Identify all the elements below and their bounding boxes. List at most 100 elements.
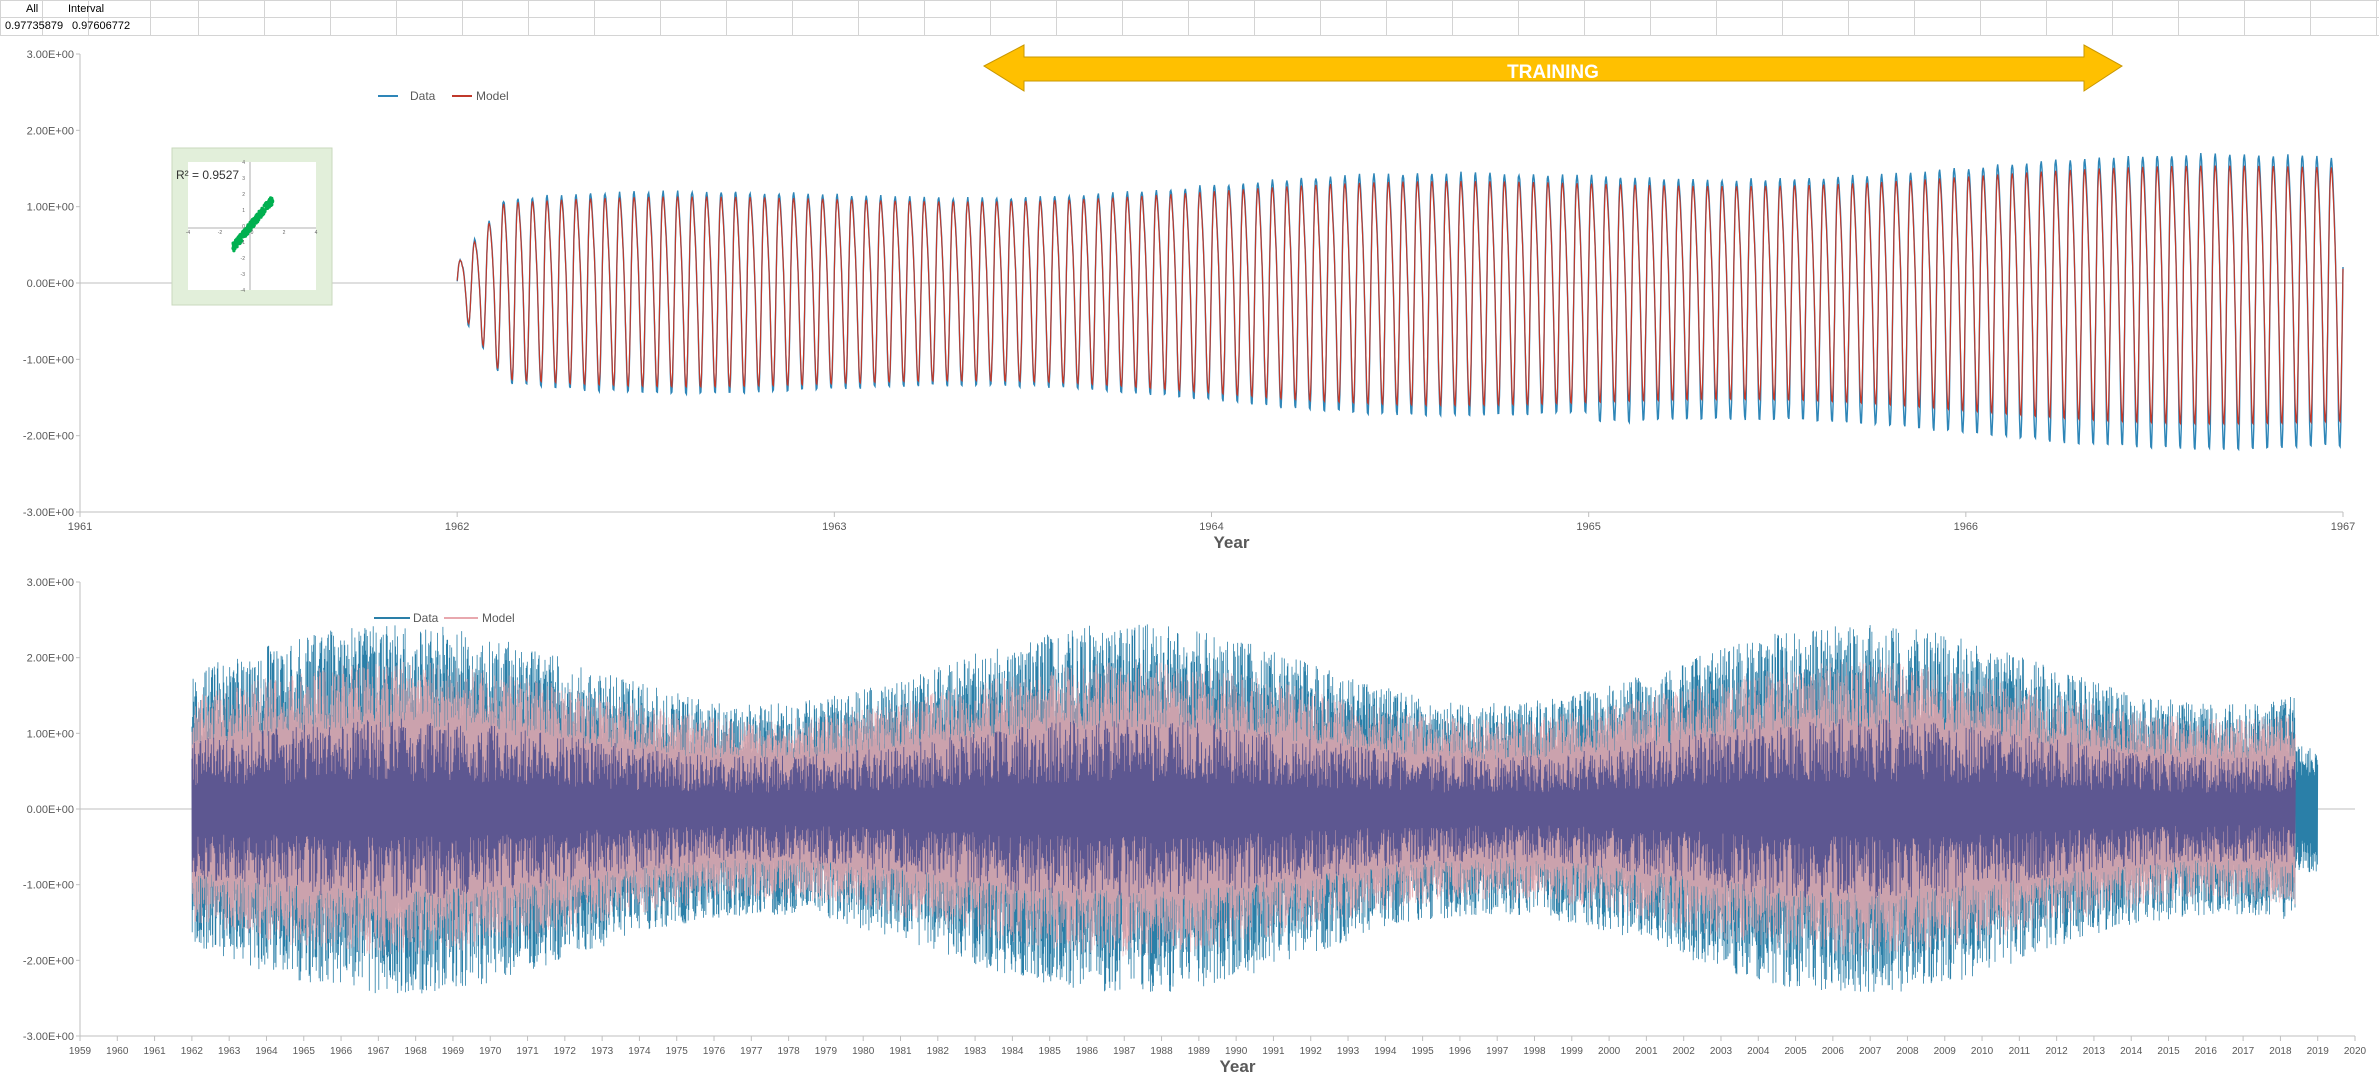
inset-y-tick-label: 2 bbox=[242, 192, 245, 198]
sheet-header-all[interactable]: All bbox=[26, 3, 39, 15]
x-tick-label: 1961 bbox=[143, 1046, 166, 1057]
x-axis-title: Year bbox=[1214, 533, 1250, 552]
y-tick-label: -2.00E+00 bbox=[23, 431, 74, 443]
inset-point bbox=[237, 234, 241, 238]
y-tick-label: -3.00E+00 bbox=[23, 1031, 74, 1043]
x-tick-label: 1997 bbox=[1486, 1046, 1509, 1057]
y-tick-label: -2.00E+00 bbox=[23, 955, 74, 967]
inset-x-tick-label: -2 bbox=[218, 230, 223, 236]
x-tick-label: 2005 bbox=[1784, 1046, 1807, 1057]
inset-x-tick-label: 2 bbox=[283, 230, 286, 236]
inset-point bbox=[239, 239, 243, 243]
inset-ticks: -4 -2 0 2 4 4 3 2 1 0 -1 -2 -3 -4 bbox=[186, 160, 318, 294]
spreadsheet-gridlines bbox=[0, 0, 2379, 36]
x-tick-label: 1978 bbox=[777, 1046, 800, 1057]
x-tick-label: 1996 bbox=[1449, 1046, 1472, 1057]
legend-model-label: Model bbox=[476, 89, 509, 103]
x-tick-label: 1999 bbox=[1561, 1046, 1584, 1057]
bottom-chart-axes: 3.00E+00 2.00E+00 1.00E+00 0.00E+00 -1.00E+0… bbox=[23, 577, 2367, 1076]
inset-point bbox=[249, 225, 253, 229]
x-tick-label: 2015 bbox=[2157, 1046, 2180, 1057]
top-chart-legend: Data Model bbox=[378, 89, 509, 103]
x-tick-label: 1977 bbox=[740, 1046, 763, 1057]
x-tick-label: 2014 bbox=[2120, 1046, 2143, 1057]
x-tick-label: 2013 bbox=[2083, 1046, 2106, 1057]
x-tick-label: 2016 bbox=[2195, 1046, 2218, 1057]
y-tick-label: 3.00E+00 bbox=[27, 577, 74, 589]
x-tick-label: 1967 bbox=[367, 1046, 390, 1057]
x-tick-label: 2020 bbox=[2344, 1046, 2367, 1057]
training-arrow: TRAINING bbox=[982, 44, 2123, 92]
spreadsheet-strip: All Interval 0.97735879 0.97606772 bbox=[0, 0, 2379, 36]
x-tick-label: 1974 bbox=[628, 1046, 651, 1057]
x-tick-label: 2011 bbox=[2009, 1046, 2031, 1057]
sheet-value-all[interactable]: 0.97735879 bbox=[5, 20, 64, 32]
x-tick-label: 1979 bbox=[815, 1046, 838, 1057]
x-tick-label: 1992 bbox=[1300, 1046, 1323, 1057]
x-tick-label: 2017 bbox=[2232, 1046, 2255, 1057]
x-tick-label: 1959 bbox=[69, 1046, 92, 1057]
top-chart-series bbox=[456, 153, 2344, 452]
x-tick-label: 2018 bbox=[2269, 1046, 2292, 1057]
x-tick-label: 1983 bbox=[964, 1046, 987, 1057]
inset-y-tick-label: -1 bbox=[241, 240, 246, 246]
bottom-chart-svg: 3.00E+00 2.00E+00 1.00E+00 0.00E+00 -1.00E+0… bbox=[23, 577, 2367, 1076]
y-tick-label: 0.00E+00 bbox=[27, 804, 74, 816]
x-tick-label: 1960 bbox=[106, 1046, 129, 1057]
series-model-line bbox=[191, 661, 2296, 957]
x-tick-label: 2010 bbox=[1971, 1046, 1994, 1057]
x-tick-label: 1994 bbox=[1374, 1046, 1397, 1057]
x-tick-label: 1991 bbox=[1262, 1046, 1285, 1057]
y-tick-label: -3.00E+00 bbox=[23, 507, 74, 519]
inset-point bbox=[269, 196, 273, 200]
inset-point bbox=[269, 199, 273, 203]
inset-point bbox=[246, 225, 250, 229]
x-tick-label: 2002 bbox=[1673, 1046, 1696, 1057]
x-tick-label: 1985 bbox=[1039, 1046, 1062, 1057]
inset-point bbox=[243, 234, 247, 238]
inset-point bbox=[259, 210, 263, 214]
inset-y-tick-label: 0 bbox=[242, 224, 245, 230]
x-tick-label: 1964 bbox=[1199, 521, 1223, 533]
series-model-line bbox=[456, 165, 2344, 426]
top-chart[interactable]: 3.00E+00 2.00E+00 1.00E+00 0.00E+00 -1.00E+0… bbox=[0, 36, 2379, 558]
x-tick-label: 1962 bbox=[445, 521, 469, 533]
sheet-value-interval[interactable]: 0.97606772 bbox=[72, 20, 131, 32]
inset-y-tick-label: 1 bbox=[242, 208, 245, 214]
inset-point bbox=[255, 215, 259, 219]
legend2-data-label: Data bbox=[413, 611, 439, 625]
x-tick-label: 2019 bbox=[2307, 1046, 2330, 1057]
inset-scatter: -4 -2 0 2 4 4 3 2 1 0 -1 -2 -3 -4 R² = 0.9527 bbox=[171, 147, 333, 306]
sheet-header-interval[interactable]: Interval bbox=[68, 3, 105, 15]
training-arrow-shape bbox=[982, 44, 2123, 92]
inset-point bbox=[232, 247, 236, 251]
x-tick-label: 1970 bbox=[479, 1046, 502, 1057]
x-tick-label: 1989 bbox=[1188, 1046, 1211, 1057]
x-tick-label: 1961 bbox=[68, 521, 92, 533]
inset-point bbox=[260, 212, 264, 216]
x-tick-label: 1986 bbox=[1076, 1046, 1099, 1057]
x-tick-label: 1980 bbox=[852, 1046, 875, 1057]
x-tick-label: 1966 bbox=[330, 1046, 353, 1057]
inset-point bbox=[235, 239, 239, 243]
x-tick-label: 1962 bbox=[181, 1046, 204, 1057]
x-tick-label: 2009 bbox=[1934, 1046, 1957, 1057]
x-tick-label: 1993 bbox=[1337, 1046, 1360, 1057]
x-tick-label: 2004 bbox=[1747, 1046, 1770, 1057]
inset-r2-label: R² = 0.9527 bbox=[176, 168, 239, 182]
x-tick-label: 2008 bbox=[1896, 1046, 1919, 1057]
y-tick-label: 1.00E+00 bbox=[27, 202, 74, 214]
x-tick-label: 2006 bbox=[1822, 1046, 1845, 1057]
x-tick-label: 1990 bbox=[1225, 1046, 1248, 1057]
inset-point bbox=[255, 219, 259, 223]
y-tick-label: 3.00E+00 bbox=[27, 49, 74, 61]
y-tick-label: -1.00E+00 bbox=[23, 880, 74, 892]
bottom-chart[interactable]: 3.00E+00 2.00E+00 1.00E+00 0.00E+00 -1.00E+0… bbox=[0, 562, 2379, 1082]
x-tick-label: 1982 bbox=[927, 1046, 950, 1057]
x-tick-label: 1967 bbox=[2331, 521, 2355, 533]
x-tick-label: 1963 bbox=[822, 521, 846, 533]
inset-point bbox=[262, 208, 266, 213]
inset-y-tick-label: 3 bbox=[242, 176, 245, 182]
y-tick-label: 2.00E+00 bbox=[27, 653, 74, 665]
inset-point bbox=[236, 242, 240, 246]
